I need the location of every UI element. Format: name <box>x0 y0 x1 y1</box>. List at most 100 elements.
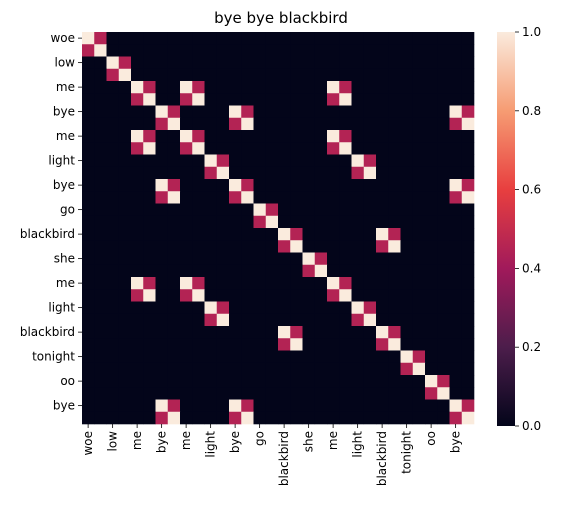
heatmap-cell <box>388 105 401 119</box>
heatmap-cell <box>216 130 230 143</box>
heatmap-cell <box>290 228 303 241</box>
heatmap-cell <box>106 252 120 266</box>
heatmap-cell <box>216 93 230 106</box>
heatmap-cell <box>412 289 426 302</box>
heatmap-cell <box>339 44 352 57</box>
heatmap-cell <box>339 203 352 217</box>
heatmap-cell <box>204 252 218 266</box>
heatmap-cell <box>363 142 377 155</box>
heatmap-cell <box>204 289 218 302</box>
heatmap-cell <box>155 228 169 241</box>
heatmap-cell <box>253 191 267 204</box>
heatmap-cell <box>351 387 365 400</box>
heatmap-cell <box>351 179 365 192</box>
heatmap-cell <box>118 289 132 302</box>
heatmap-cell <box>388 350 401 364</box>
heatmap-cell <box>241 301 254 315</box>
heatmap-cell <box>302 44 316 57</box>
heatmap-cell <box>302 362 316 376</box>
heatmap-cell <box>143 350 156 364</box>
heatmap-cells <box>82 32 475 425</box>
heatmap-cell <box>167 411 181 425</box>
heatmap-cell <box>82 240 95 253</box>
heatmap-cell <box>167 93 181 106</box>
heatmap-cell <box>94 166 107 180</box>
heatmap-cell <box>118 105 132 119</box>
heatmap-cell <box>204 228 218 241</box>
heatmap-cell <box>204 130 218 143</box>
heatmap-cell <box>253 252 267 266</box>
heatmap-cell <box>204 68 218 82</box>
heatmap-cell <box>449 81 463 94</box>
heatmap-cell <box>425 411 438 425</box>
heatmap-cell <box>94 32 107 45</box>
heatmap-cell <box>327 215 340 229</box>
heatmap-cell <box>425 68 438 82</box>
heatmap-cell <box>339 105 352 119</box>
heatmap-cell <box>106 32 120 45</box>
heatmap-cell <box>461 399 475 413</box>
heatmap-cell <box>143 277 156 290</box>
heatmap-cell <box>327 264 340 278</box>
heatmap-cell <box>118 166 132 180</box>
heatmap-cell <box>155 44 169 57</box>
heatmap-cell <box>278 166 291 180</box>
heatmap-cell <box>278 32 291 45</box>
heatmap-cell <box>339 240 352 253</box>
heatmap-cell <box>143 203 156 217</box>
heatmap-cell <box>314 301 328 315</box>
heatmap-cell <box>388 375 401 388</box>
heatmap-cell <box>241 228 254 241</box>
heatmap-cell <box>118 215 132 229</box>
heatmap-cell <box>216 191 230 204</box>
heatmap-cell <box>437 166 450 180</box>
heatmap-cell <box>290 179 303 192</box>
heatmap-cell <box>339 289 352 302</box>
heatmap-cell <box>400 215 414 229</box>
heatmap-cell <box>327 81 340 94</box>
heatmap-cell <box>302 179 316 192</box>
heatmap-cell <box>253 301 267 315</box>
heatmap-cell <box>278 375 291 388</box>
heatmap-cell <box>216 117 230 131</box>
heatmap-cell <box>461 154 475 168</box>
heatmap-cell <box>449 362 463 376</box>
heatmap-cell <box>327 326 340 339</box>
heatmap-cell <box>339 215 352 229</box>
heatmap-cell <box>180 105 193 119</box>
heatmap-cell <box>376 68 389 82</box>
heatmap-cell <box>94 362 107 376</box>
heatmap-cell <box>192 215 205 229</box>
heatmap-cell <box>265 338 279 351</box>
heatmap-cell <box>351 277 365 290</box>
heatmap-cell <box>131 32 144 45</box>
heatmap-cell <box>131 56 144 70</box>
heatmap-cell <box>106 289 120 302</box>
heatmap-cell <box>327 130 340 143</box>
heatmap-cell <box>241 264 254 278</box>
heatmap-cell <box>265 387 279 400</box>
heatmap-cell <box>412 411 426 425</box>
heatmap-cell <box>351 264 365 278</box>
heatmap-cell <box>412 93 426 106</box>
x-tick-label: tonight <box>400 431 414 474</box>
heatmap-cell <box>290 350 303 364</box>
x-tick-label: she <box>302 431 316 452</box>
heatmap-cell <box>376 399 389 413</box>
heatmap-cell <box>241 130 254 143</box>
heatmap-cell <box>82 277 95 290</box>
heatmap-cell <box>82 130 95 143</box>
heatmap-cell <box>363 191 377 204</box>
heatmap-cell <box>253 68 267 82</box>
heatmap-cell <box>376 387 389 400</box>
heatmap-cell <box>302 105 316 119</box>
heatmap-cell <box>376 166 389 180</box>
heatmap-cell <box>400 93 414 106</box>
heatmap-cell <box>229 154 242 168</box>
heatmap-cell <box>204 203 218 217</box>
heatmap-cell <box>327 191 340 204</box>
heatmap-cell <box>400 105 414 119</box>
heatmap-cell <box>253 326 267 339</box>
heatmap-cell <box>376 228 389 241</box>
heatmap-cell <box>314 264 328 278</box>
